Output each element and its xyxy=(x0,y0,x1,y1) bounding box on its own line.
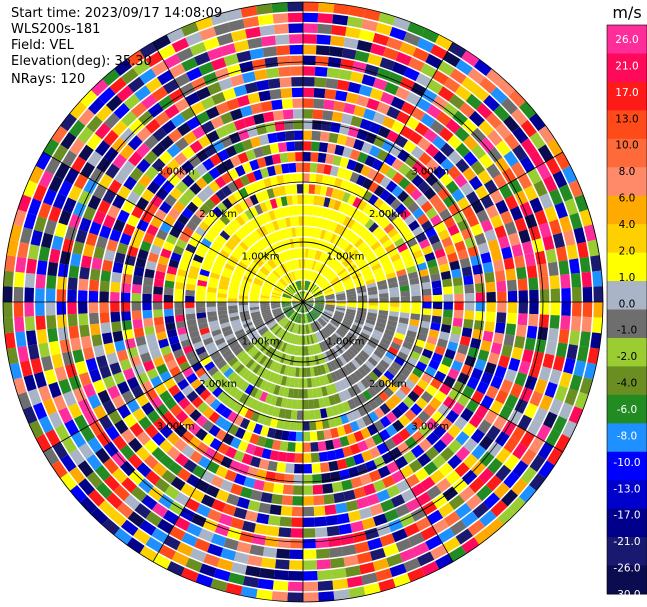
ring-label: 3.00km xyxy=(411,421,449,432)
start-time-label: Start time: 2023/09/17 14:08:09 xyxy=(11,6,223,21)
elevation-label: Elevation(deg): 35.30 xyxy=(11,54,152,69)
ring-label: 1.00km xyxy=(242,336,280,347)
ring-label: 1.00km xyxy=(327,252,365,263)
range-rings xyxy=(2,1,604,603)
ring-label: 1.00km xyxy=(242,252,280,263)
field-label: Field: VEL xyxy=(11,38,74,53)
ring-label: 2.00km xyxy=(199,379,237,390)
ring-label: 2.00km xyxy=(369,379,407,390)
instrument-label: WLS200s-181 xyxy=(11,22,101,37)
ring-label: 3.00km xyxy=(411,167,449,178)
ring-label: 3.00km xyxy=(157,167,195,178)
ring-label: 2.00km xyxy=(199,209,237,220)
ppi-gates xyxy=(3,2,603,602)
ring-label: 1.00km xyxy=(327,336,365,347)
ring-label: 3.00km xyxy=(157,421,195,432)
range-ring-labels: 1.00km 2.00km 3.00km 1.00km 2.00km 3.00km 1.00… xyxy=(157,167,449,433)
nrays-label: NRays: 120 xyxy=(11,72,86,87)
ring-label: 2.00km xyxy=(369,209,407,220)
